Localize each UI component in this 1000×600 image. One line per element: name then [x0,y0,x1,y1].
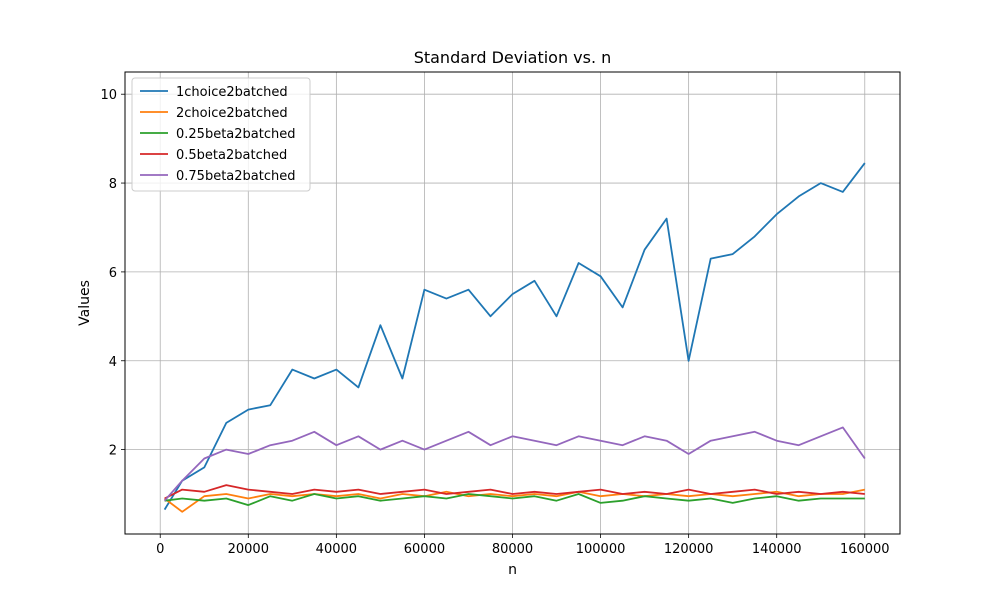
legend: 1choice2batched 2choice2batched 0.25beta2b… [131,77,311,192]
series-line-0.25beta2batched [164,493,865,507]
series-lines [163,162,866,513]
legend-label: 0.5beta2batched [176,148,287,163]
x-tick-label: 100000 [576,542,626,557]
x-axis-ticks: 0 20000 40000 60000 80000 100000 120000 140000 1… [156,534,890,557]
series-line-2choice2batched [164,488,865,513]
x-axis-label: n [508,562,517,578]
grid [125,72,900,534]
y-tick-label: 2 [109,444,117,459]
x-tick-label: 20000 [228,542,269,557]
x-tick-label: 60000 [404,542,445,557]
legend-label: 0.75beta2batched [176,169,295,184]
x-tick-label: 160000 [840,542,890,557]
series-line-0.5beta2batched [164,484,865,500]
y-tick-label: 4 [109,355,117,370]
legend-box [131,77,311,192]
legend-label: 0.25beta2batched [176,127,295,142]
y-tick-label: 6 [109,266,117,281]
y-tick-label: 10 [100,88,117,103]
x-tick-label: 120000 [664,542,714,557]
x-tick-label: 40000 [316,542,357,557]
x-tick-label: 0 [156,542,164,557]
y-axis-label: Values [77,280,93,326]
legend-label: 1choice2batched [176,85,288,100]
x-tick-label: 80000 [492,542,533,557]
x-tick-label: 140000 [752,542,802,557]
legend-label: 2choice2batched [176,106,288,121]
series-line-0.75beta2batched [163,426,866,502]
y-axis-ticks: 2 4 6 8 10 [100,88,125,459]
y-tick-label: 8 [109,177,117,192]
series-line-1choice2batched [163,162,866,511]
chart-title: Standard Deviation vs. n [414,48,612,67]
